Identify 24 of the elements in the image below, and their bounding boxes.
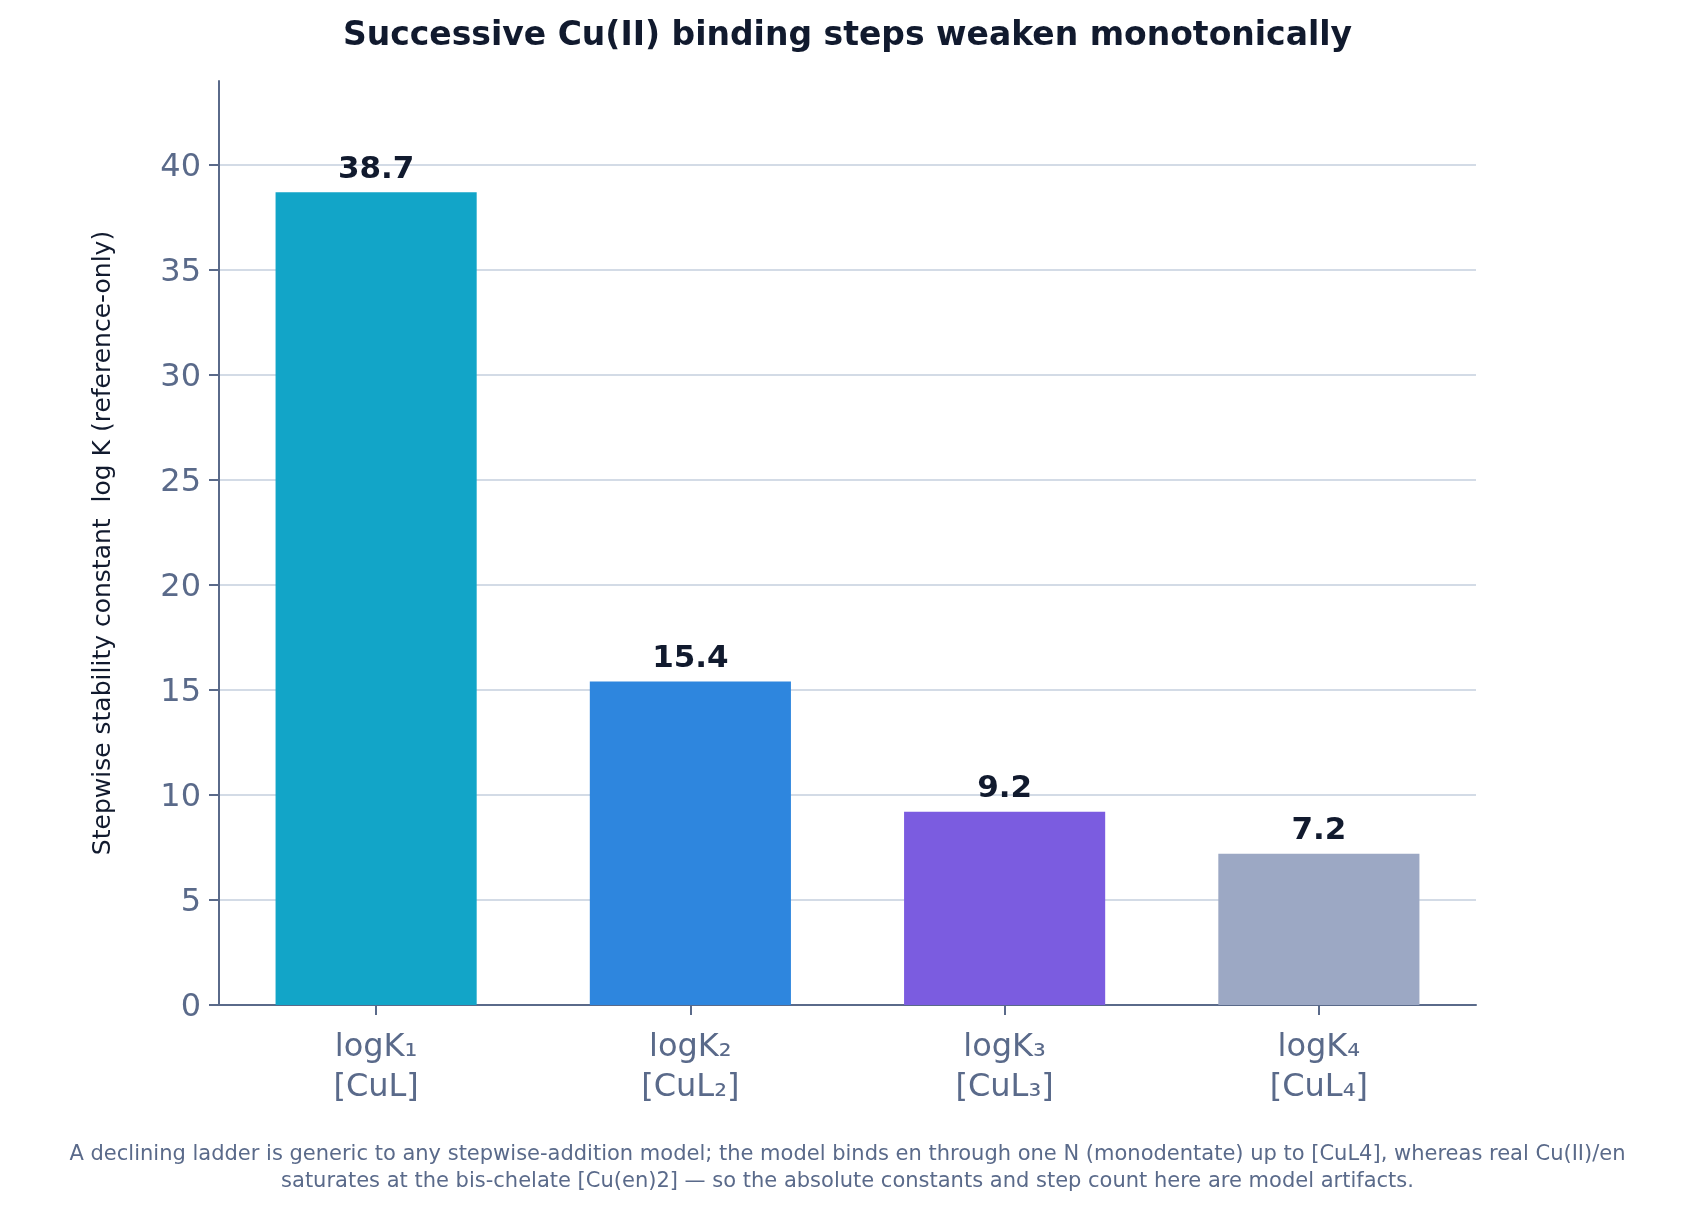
- x-tick-label: logK₃ [CuL₃]: [955, 1026, 1054, 1104]
- text: A declining ladder is generic to any stepwise-addition model; the model binds en through one N (monodentate) up to [CuL4], whereas real Cu(II)/en saturates at the bis-chelate [Cu(en)2] — so the absolute constants and step count here are model artifacts.: [68, 1140, 1627, 1194]
- y-tick-label: 20: [160, 566, 201, 604]
- bar: [904, 811, 1106, 1005]
- bar: [275, 192, 477, 1005]
- x-tick-label: logK₂ [CuL₂]: [641, 1026, 740, 1104]
- y-tick-label: 30: [160, 356, 201, 394]
- y-tick-label: 35: [160, 251, 201, 289]
- bar: [589, 681, 791, 1005]
- y-tick-label: 0: [180, 986, 201, 1024]
- data-label: 38.7: [337, 148, 415, 185]
- bar: [1218, 853, 1420, 1005]
- y-tick-label: 15: [160, 671, 201, 709]
- y-tick-label: 25: [160, 461, 201, 499]
- x-tick-label: logK₁ [CuL]: [333, 1026, 419, 1104]
- data-label: 15.4: [652, 638, 729, 675]
- y-tick-label: 10: [160, 776, 201, 814]
- y-tick-label: 5: [180, 881, 201, 919]
- y-tick-label: 40: [160, 146, 201, 184]
- data-label: 9.2: [977, 768, 1033, 805]
- x-tick-label: logK₄ [CuL₄]: [1269, 1026, 1368, 1104]
- data-label: 7.2: [1291, 810, 1347, 847]
- y-axis-title: Stepwise stability constant log K (reference-only): [87, 230, 116, 856]
- chart-title: Successive Cu(II) binding steps weaken monotonically: [342, 14, 1353, 53]
